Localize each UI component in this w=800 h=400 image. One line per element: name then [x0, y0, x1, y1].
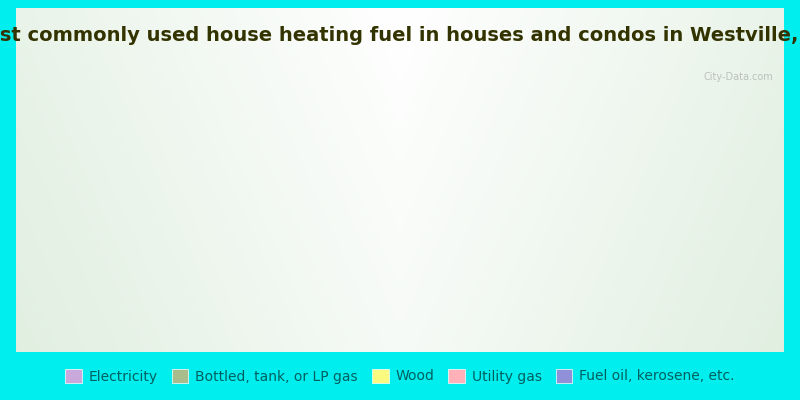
Wedge shape: [150, 77, 378, 323]
Text: City-Data.com: City-Data.com: [704, 72, 774, 82]
Legend: Electricity, Bottled, tank, or LP gas, Wood, Utility gas, Fuel oil, kerosene, et: Electricity, Bottled, tank, or LP gas, W…: [59, 363, 741, 389]
Wedge shape: [529, 268, 650, 323]
Wedge shape: [492, 144, 622, 263]
Text: Most commonly used house heating fuel in houses and condos in Westville, SC: Most commonly used house heating fuel in…: [0, 26, 800, 45]
Wedge shape: [357, 73, 574, 228]
Wedge shape: [518, 210, 643, 294]
